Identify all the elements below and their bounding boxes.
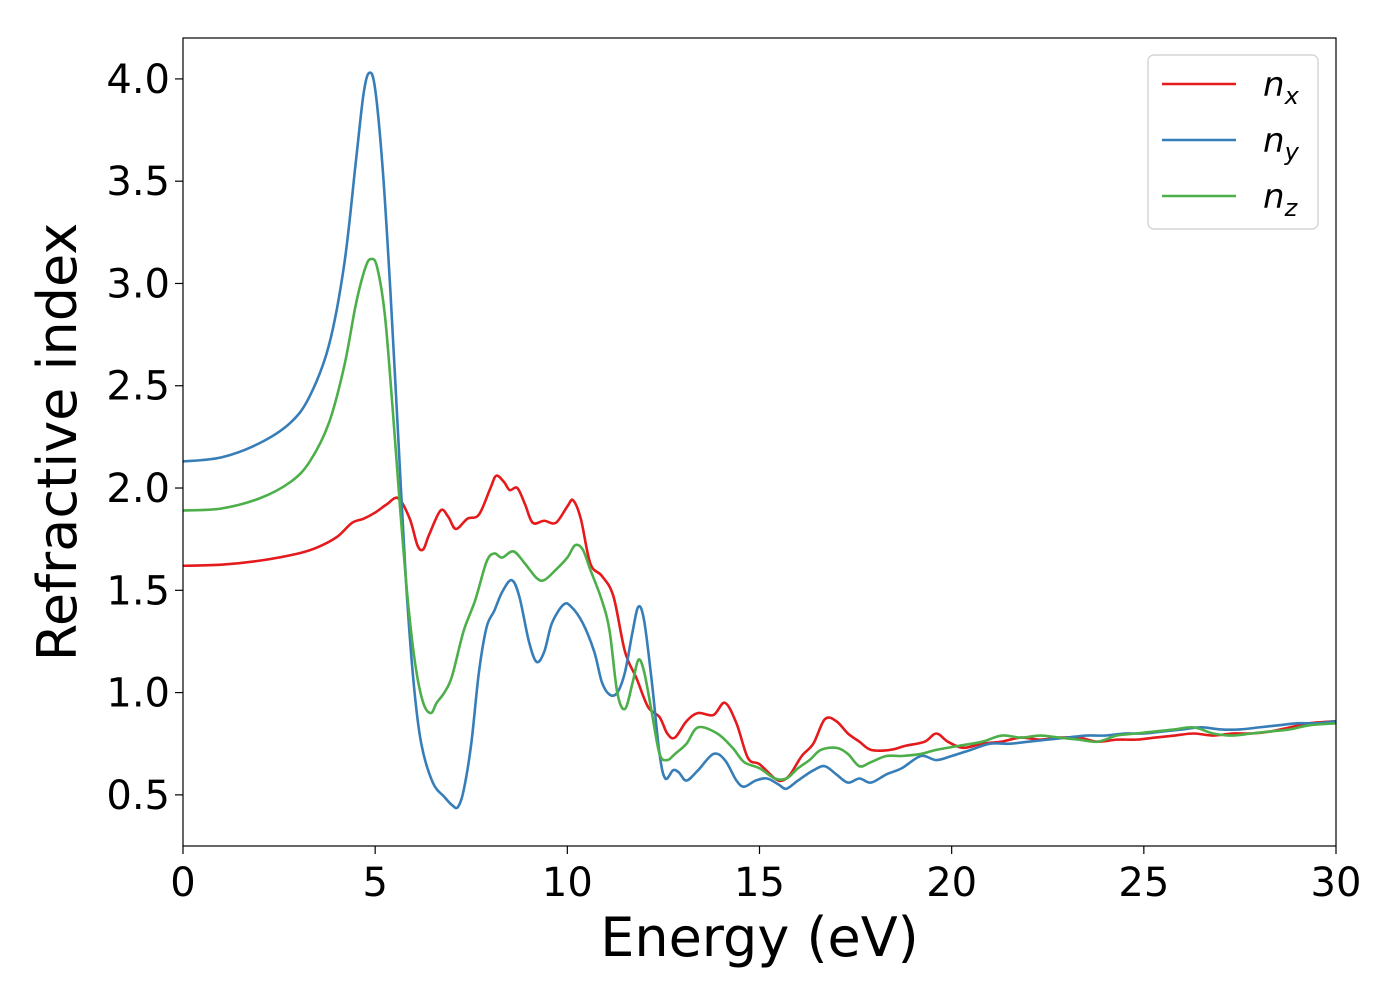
y-axis-title: Refractive index — [26, 223, 89, 662]
series-line-z — [183, 257, 1336, 782]
y-axis-ticks: 0.5 1.0 1.5 2.0 2.5 3.0 3.5 4.0 — [106, 57, 183, 819]
y-tick-label: 1.0 — [106, 671, 170, 717]
y-tick-label: 4.0 — [106, 57, 170, 103]
legend: nx ny nz — [1147, 54, 1319, 230]
y-tick-label: 0.5 — [106, 773, 170, 819]
series-layer — [183, 71, 1336, 810]
x-tick-label: 0 — [170, 860, 195, 906]
x-axis-ticks: 0 5 10 15 20 25 30 — [170, 846, 1361, 906]
x-tick-label: 5 — [362, 860, 387, 906]
series-line-y — [183, 71, 1336, 810]
y-tick-label: 1.5 — [106, 568, 170, 614]
y-tick-label: 3.5 — [106, 159, 170, 205]
legend-label-y: ny — [1263, 121, 1300, 166]
x-tick-label: 20 — [926, 860, 977, 906]
y-tick-label: 2.0 — [106, 466, 170, 512]
x-tick-label: 15 — [734, 860, 785, 906]
y-tick-label: 3.0 — [106, 261, 170, 307]
legend-label-z: nz — [1263, 177, 1299, 222]
x-tick-label: 25 — [1118, 860, 1169, 906]
x-axis-title: Energy (eV) — [600, 906, 919, 969]
x-tick-label: 10 — [542, 860, 593, 906]
legend-box — [1147, 54, 1319, 230]
x-tick-label: 30 — [1311, 860, 1362, 906]
y-tick-label: 2.5 — [106, 364, 170, 410]
legend-label-x: nx — [1263, 65, 1300, 110]
